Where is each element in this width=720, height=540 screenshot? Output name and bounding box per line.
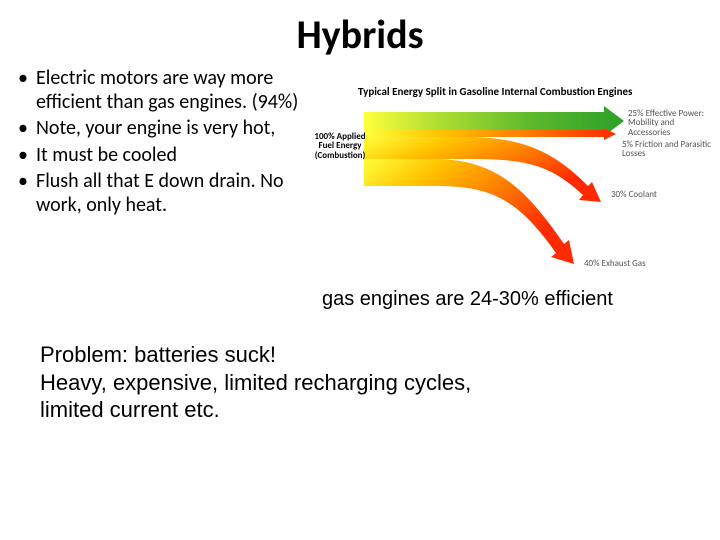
output-label-exhaust: 40% Exhaust Gas [584,259,674,268]
chart-title: Typical Energy Split in Gasoline Interna… [358,85,706,98]
problem-line: Problem: batteries suck! [40,341,680,369]
problem-line: limited current etc. [40,396,680,424]
bullet-column: Electric motors are way more efficient t… [18,67,308,311]
problem-line: Heavy, expensive, limited recharging cyc… [40,369,680,397]
output-label-friction: 5% Friction and Parasitic Losses [622,140,717,159]
list-item: Flush all that E down drain. No work, on… [18,170,308,217]
list-item: Electric motors are way more efficient t… [18,67,308,114]
content-row: Electric motors are way more efficient t… [0,67,720,311]
list-item: Note, your engine is very hot, [18,117,308,141]
output-label-effective: 25% Effective Power: Mobility and Access… [628,109,718,137]
bullet-list: Electric motors are way more efficient t… [18,67,308,218]
output-label-coolant: 30% Coolant [611,190,691,199]
list-item: It must be cooled [18,144,308,168]
page-title: Hybrids [0,0,720,67]
input-label: 100% Applied Fuel Energy (Combustion) [314,132,366,160]
sankey-chart: 100% Applied Fuel Energy (Combustion) 25… [316,104,706,284]
chart-caption: gas engines are 24-30% efficient [322,288,706,311]
problem-text: Problem: batteries suck! Heavy, expensiv… [40,341,680,424]
chart-column: Typical Energy Split in Gasoline Interna… [308,67,706,311]
